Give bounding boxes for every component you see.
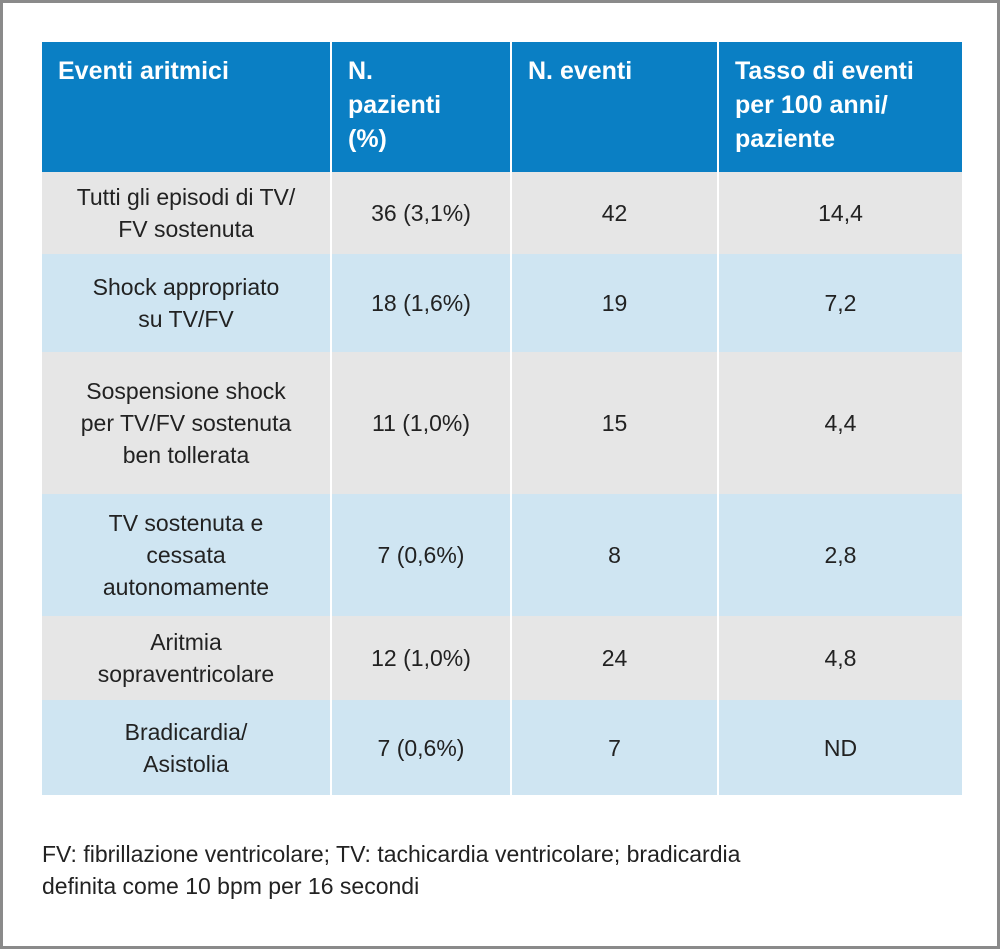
- table-cell: 42: [512, 172, 719, 254]
- table-cell: 36 (3,1%): [332, 172, 512, 254]
- cell-text: 7 (0,6%): [377, 734, 465, 761]
- cell-text: Asistolia: [143, 750, 229, 777]
- cell-text: 36 (3,1%): [371, 200, 471, 226]
- cell-text: Tutti gli episodi di TV/: [76, 184, 296, 210]
- table-cell: 8: [512, 494, 719, 616]
- cell-text: Aritmia: [150, 629, 222, 655]
- cell-text: autonomamente: [102, 574, 270, 600]
- table: Eventi aritmici N. pazienti (%) N. eventi Tas…: [42, 42, 962, 795]
- cell-text: 7 (0,6%): [377, 542, 465, 568]
- table-cell: 4,8: [719, 616, 962, 700]
- cell-text: Eventi aritmici: [58, 57, 229, 85]
- footnote: FV: fibrillazione ventricolare; TV: tach…: [42, 838, 740, 902]
- cell-text: 12 (1,0%): [371, 645, 471, 671]
- table-cell: Bradicardia/Asistolia: [42, 700, 332, 795]
- table-cell: 11 (1,0%): [332, 352, 512, 494]
- cell-text: N.: [348, 57, 373, 85]
- cell-text: pazienti: [348, 91, 442, 119]
- table-cell: 14,4: [719, 172, 962, 254]
- cell-text: Sospensione shock: [86, 378, 286, 404]
- cell-text: Tasso di eventi: [735, 57, 914, 85]
- cell-text: N. eventi: [528, 57, 633, 85]
- cell-text: 19: [601, 290, 628, 316]
- cell-text: paziente: [735, 125, 836, 153]
- table-cell: 15: [512, 352, 719, 494]
- table-cell: Shock appropriato su TV/FV: [42, 254, 332, 352]
- table-cell: 2,8: [719, 494, 962, 616]
- cell-text: 42: [601, 200, 628, 226]
- cell-text: ben tollerata: [122, 442, 250, 468]
- cell-text: FV sostenuta: [118, 216, 254, 242]
- cell-text: per 100 anni/: [735, 91, 888, 119]
- cell-text: su TV/FV: [138, 306, 234, 332]
- cell-text: Shock appropriato: [92, 274, 280, 300]
- footnote-line: FV: fibrillazione ventricolare; TV: tach…: [42, 841, 741, 867]
- cell-text: sopraventricolare: [97, 661, 275, 687]
- cell-text: 24: [601, 645, 628, 671]
- cell-text: 2,8: [824, 542, 857, 568]
- table-cell: 12 (1,0%): [332, 616, 512, 700]
- cell-text: 7: [608, 734, 621, 761]
- cell-text: 4,4: [824, 410, 857, 436]
- cell-text: 8: [608, 542, 621, 568]
- cell-text: cessata: [146, 542, 226, 568]
- table-cell: 7: [512, 700, 719, 795]
- table-cell: 4,4: [719, 352, 962, 494]
- header-cell: N. pazienti (%): [332, 42, 512, 172]
- cell-text: 15: [601, 410, 628, 436]
- table-cell: Aritmia sopraventricolare: [42, 616, 332, 700]
- cell-text: 7,2: [824, 290, 857, 316]
- footnote-line: definita come 10 bpm per 16 secondi: [42, 873, 420, 899]
- header-cell: Eventi aritmici: [42, 42, 332, 172]
- cell-text: per TV/FV sostenuta: [80, 410, 292, 436]
- table-cell: 18 (1,6%): [332, 254, 512, 352]
- table-cell: 24: [512, 616, 719, 700]
- table-cell: 7,2: [719, 254, 962, 352]
- cell-text: 4,8: [824, 645, 857, 671]
- cell-text: Bradicardia/: [124, 718, 248, 745]
- table-cell: Tutti gli episodi di TV/FV sostenuta: [42, 172, 332, 254]
- cell-text: TV sostenuta e: [108, 510, 264, 536]
- table-cell: 19: [512, 254, 719, 352]
- header-cell: N. eventi: [512, 42, 719, 172]
- header-cell: Tasso di eventi per 100 anni/paziente: [719, 42, 962, 172]
- table-cell: 7 (0,6%): [332, 700, 512, 795]
- table-cell: ND: [719, 700, 962, 795]
- cell-text: 18 (1,6%): [371, 290, 471, 316]
- cell-text: 14,4: [818, 200, 863, 226]
- cell-text: 11 (1,0%): [371, 410, 470, 436]
- table-cell: 7 (0,6%): [332, 494, 512, 616]
- table-cell: Sospensione shock per TV/FV sostenuta ben …: [42, 352, 332, 494]
- table-cell: TV sostenuta e cessata autonomamente: [42, 494, 332, 616]
- cell-text: (%): [348, 125, 387, 153]
- cell-text: ND: [823, 734, 858, 761]
